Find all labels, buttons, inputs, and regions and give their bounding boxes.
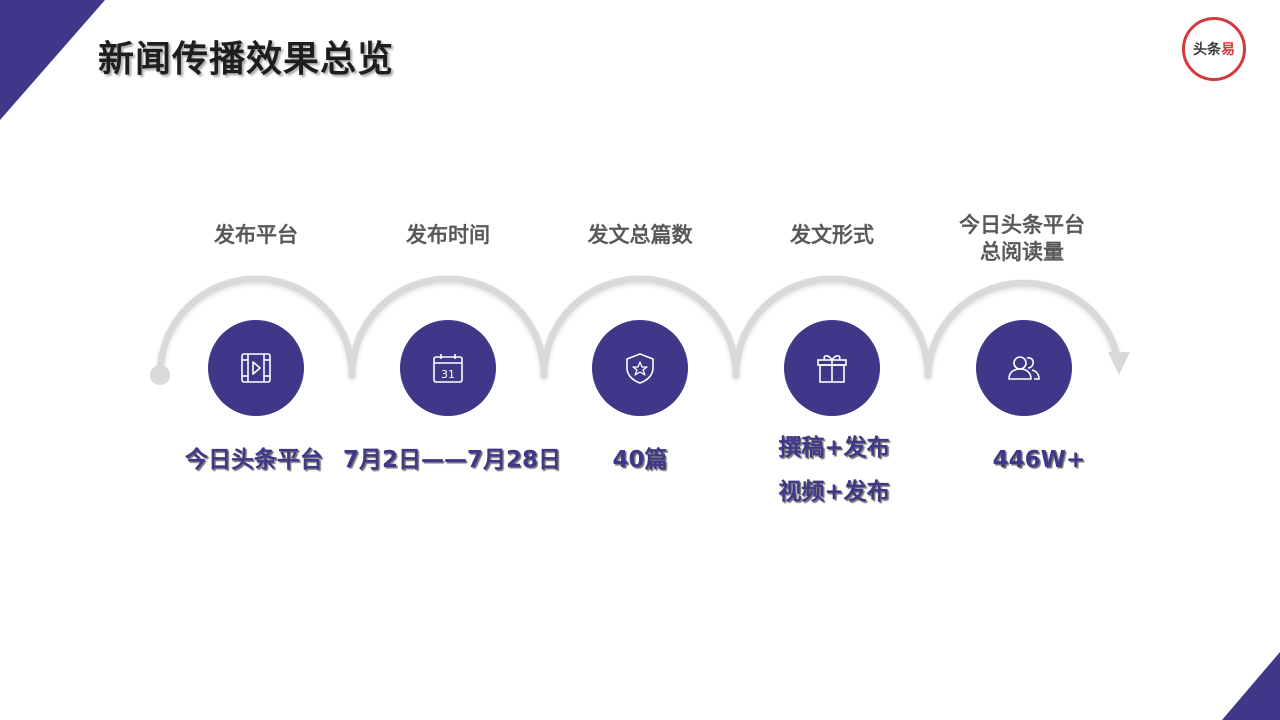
corner-decoration-bottom-right: [1222, 652, 1280, 720]
calendar-icon-text: 31: [441, 368, 455, 381]
step-label-reads-line2: 总阅读量: [980, 240, 1064, 264]
step-circle-platform: [208, 320, 304, 416]
step-value-platform: 今日头条平台: [185, 447, 323, 473]
step-label-form: 发文形式: [790, 223, 874, 247]
step-value-form-2: 视频+发布: [778, 479, 890, 505]
step-value-reads: 446W+: [992, 447, 1086, 473]
arc-segment-3: [540, 275, 740, 379]
step-label-platform: 发布平台: [214, 223, 298, 247]
step-value-count: 40篇: [612, 447, 668, 473]
gift-icon: [817, 355, 847, 383]
arc-segment-1: [156, 275, 356, 379]
step-circle-reads: [976, 320, 1072, 416]
shield-star-icon: [626, 353, 654, 384]
step-circle-count: [592, 320, 688, 416]
brand-logo: 头条易: [1182, 17, 1246, 81]
calendar-icon: 31: [433, 354, 463, 383]
corner-decoration-top-left: [0, 0, 105, 120]
logo-text-main: 头条: [1193, 42, 1221, 58]
arc-segment-4: [732, 275, 932, 379]
arc-start-dot: [150, 365, 170, 385]
step-label-count: 发文总篇数: [587, 223, 693, 247]
arc-segment-2: [348, 275, 548, 379]
arc-segment-5: [924, 279, 1122, 379]
step-circle-time: 31: [400, 320, 496, 416]
step-label-reads-line1: 今日头条平台: [959, 213, 1085, 237]
step-label-time: 发布时间: [406, 223, 490, 247]
logo-text-accent: 易: [1221, 42, 1235, 58]
users-icon: [1008, 356, 1040, 380]
video-file-icon: [241, 353, 271, 383]
page-title: 新闻传播效果总览: [98, 39, 395, 80]
step-circle-form: [784, 320, 880, 416]
step-label-reads: 今日头条平台 总阅读量: [932, 212, 1112, 266]
step-value-time: 7月2日——7月28日: [342, 447, 562, 473]
arc-end-arrow: [1108, 352, 1130, 375]
step-value-form-1: 撰稿+发布: [778, 435, 890, 461]
